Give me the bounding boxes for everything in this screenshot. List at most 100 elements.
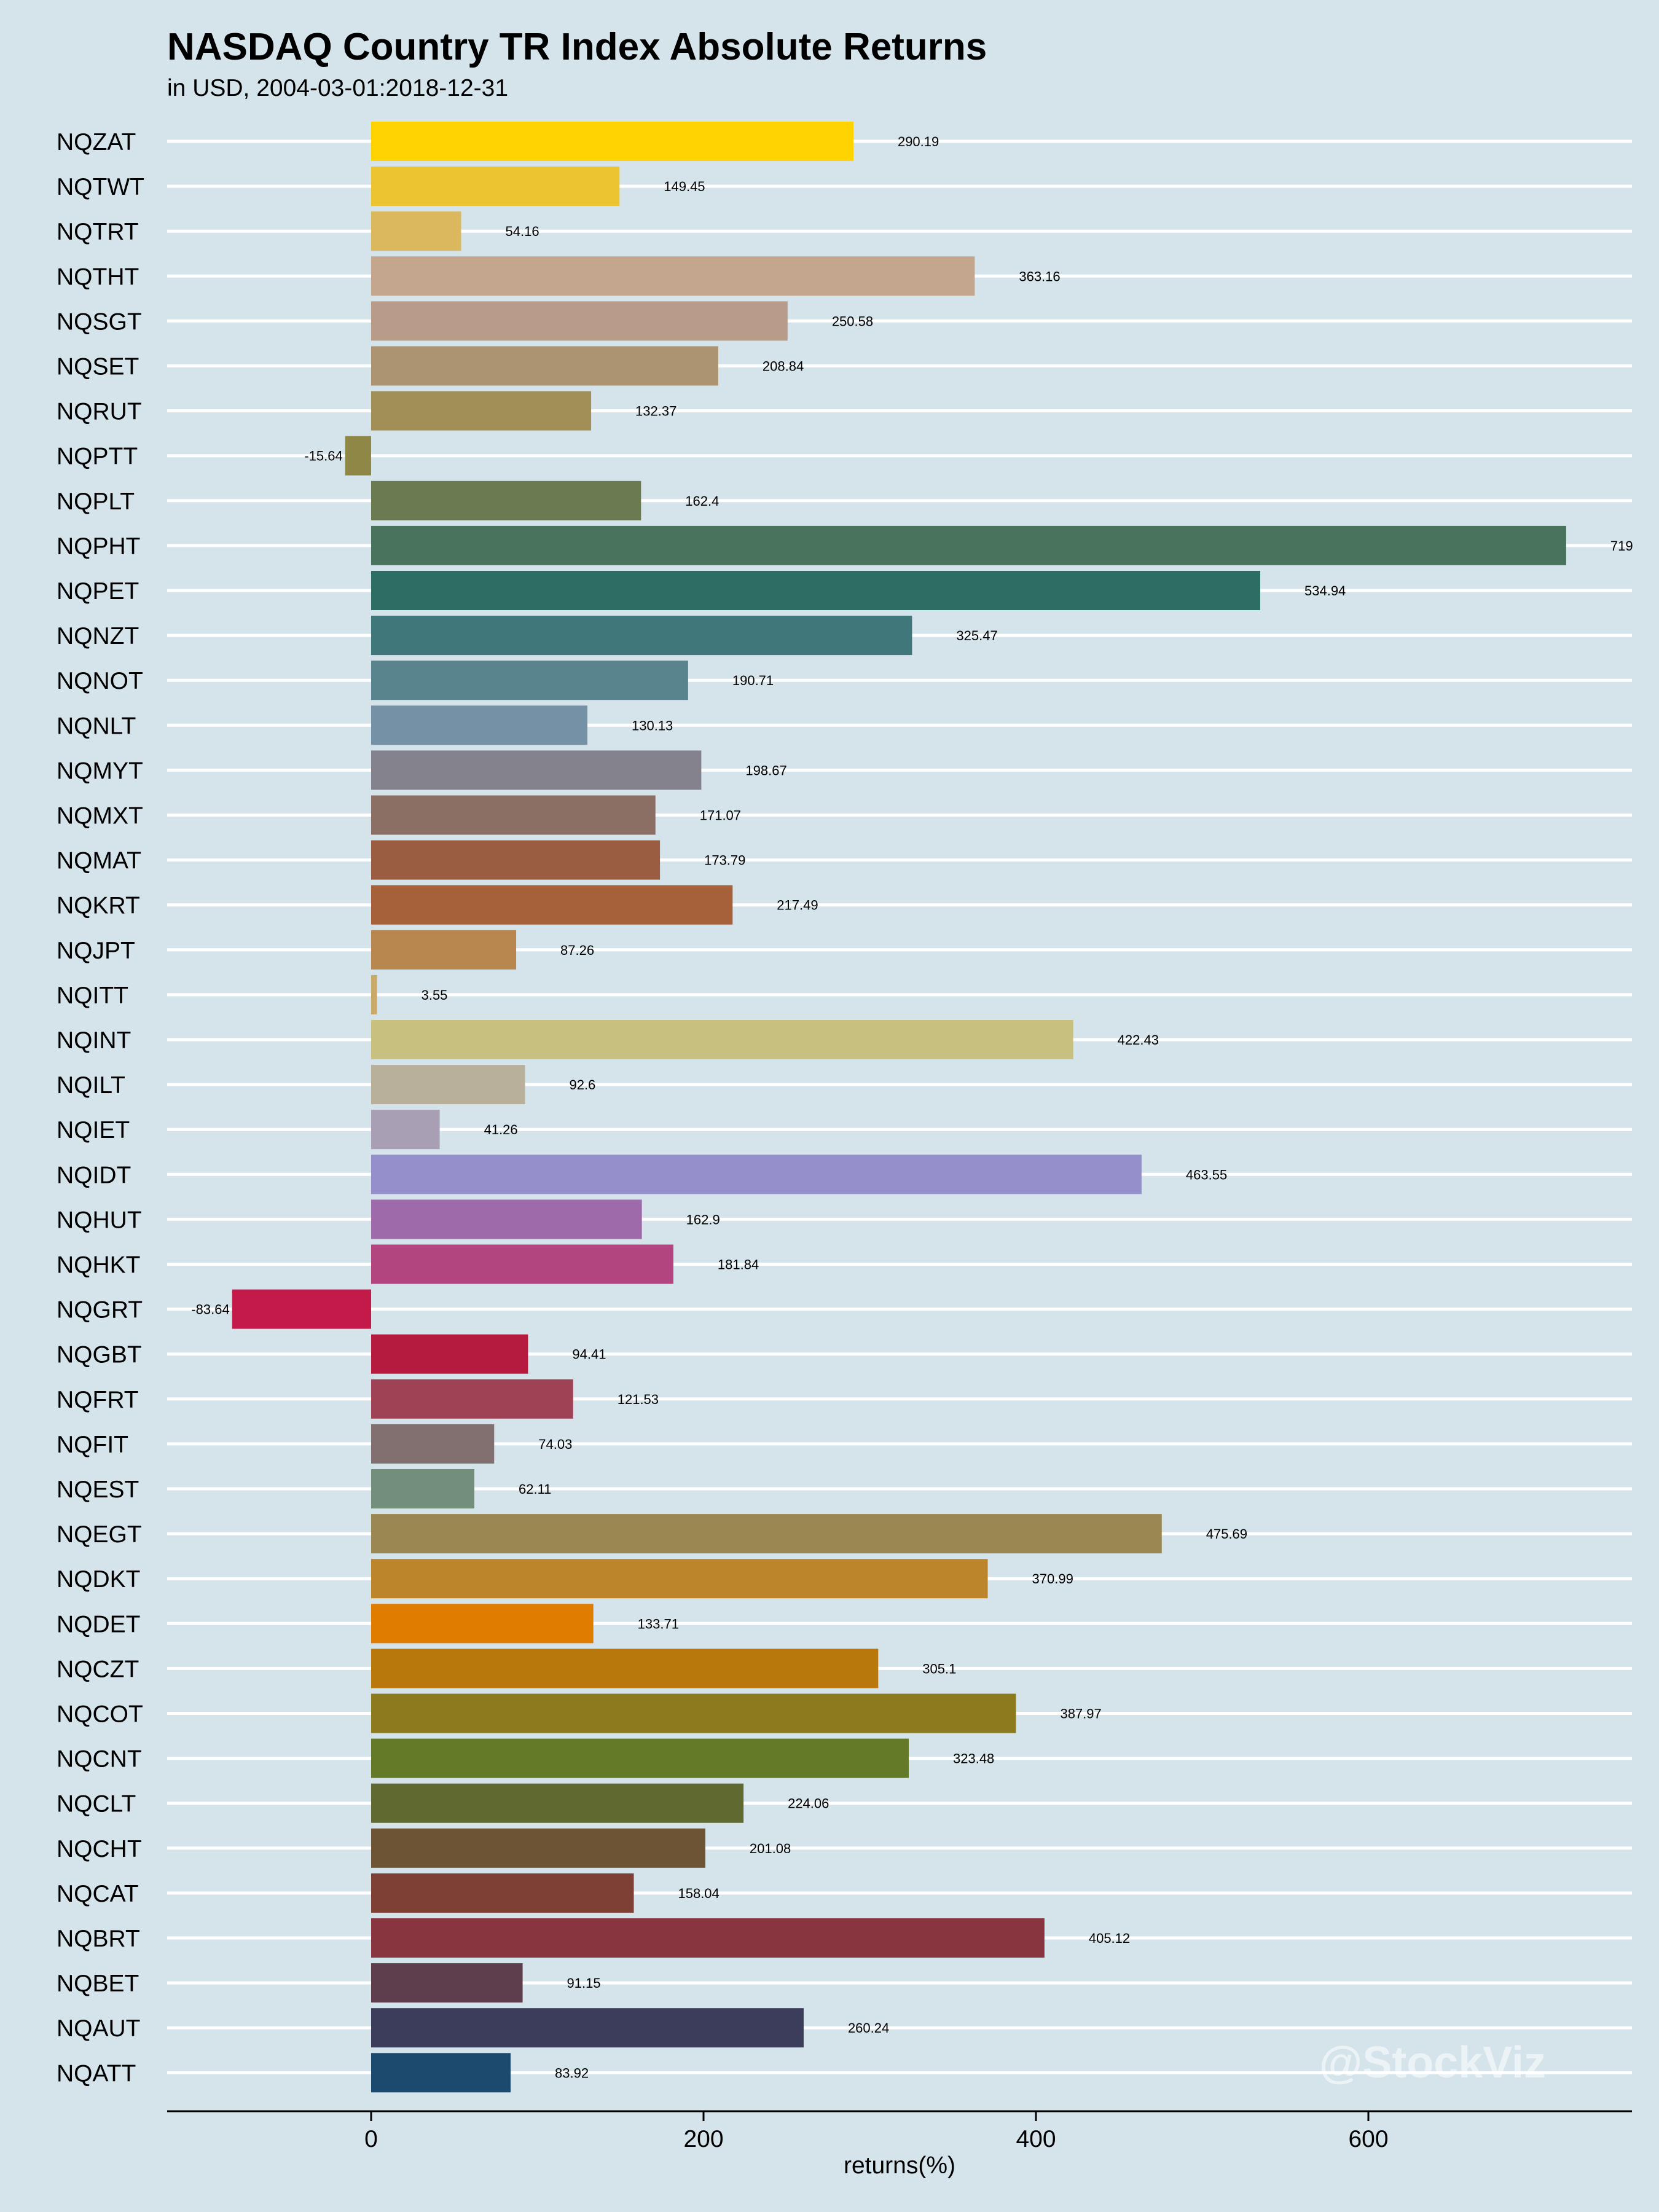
category-label: NQSET <box>57 354 139 380</box>
category-label: NQCLT <box>57 1791 136 1818</box>
bar-nqcot <box>371 1693 1016 1733</box>
category-label: NQPHT <box>57 533 141 560</box>
data-label: 370.99 <box>1032 1571 1073 1586</box>
category-label: NQCAT <box>57 1881 139 1907</box>
bar-nqtrt <box>371 211 461 251</box>
data-label: 224.06 <box>788 1796 829 1811</box>
data-label: 91.15 <box>567 1975 601 1991</box>
category-label: NQNLT <box>57 713 136 739</box>
data-label: 133.71 <box>638 1616 679 1631</box>
category-label: NQPET <box>57 578 139 605</box>
category-label: NQCNT <box>57 1746 142 1773</box>
category-label: NQTRT <box>57 219 139 245</box>
data-label: 260.24 <box>848 2020 889 2036</box>
bar-nqset <box>371 346 718 386</box>
bar-nqhkt <box>371 1244 673 1284</box>
bar-nqfit <box>371 1424 495 1464</box>
x-tick-label: 200 <box>683 2126 723 2152</box>
category-label: NQIDT <box>57 1162 131 1188</box>
data-label: 41.26 <box>484 1122 518 1137</box>
data-label: 387.97 <box>1060 1706 1101 1722</box>
data-label: 208.84 <box>763 359 804 374</box>
data-label: 92.6 <box>569 1077 595 1092</box>
bar-nqhut <box>371 1199 642 1239</box>
data-label: 363.16 <box>1019 269 1060 284</box>
category-label: NQFRT <box>57 1387 139 1413</box>
category-label: NQFIT <box>57 1432 128 1458</box>
data-label: 149.45 <box>664 179 705 194</box>
bar-nqsgt <box>371 301 788 341</box>
category-label: NQDET <box>57 1611 141 1637</box>
category-label: NQBRT <box>57 1926 140 1952</box>
data-label: 201.08 <box>750 1841 791 1856</box>
data-label: 217.49 <box>777 898 818 913</box>
category-label: NQKRT <box>57 893 140 919</box>
data-label: -15.64 <box>304 449 342 464</box>
category-label: NQZAT <box>57 129 136 155</box>
bar-nqegt <box>371 1514 1162 1554</box>
bar-nqgbt <box>371 1334 528 1374</box>
data-label: 54.16 <box>506 224 539 239</box>
gridlines <box>167 139 1632 2074</box>
category-label: NQTWT <box>57 174 144 200</box>
category-label: NQJPT <box>57 938 135 964</box>
bar-nqest <box>371 1469 475 1508</box>
category-label: NQAUT <box>57 2015 141 2042</box>
data-label: 719 <box>1610 538 1633 554</box>
data-label: 62.11 <box>519 1481 551 1497</box>
bar-nqint <box>371 1020 1073 1059</box>
x-tick-label: 600 <box>1348 2126 1388 2152</box>
data-label: 250.58 <box>832 313 873 329</box>
watermark: @StockViz <box>1319 2038 1546 2087</box>
data-label: 87.26 <box>560 943 594 958</box>
data-label: 305.1 <box>922 1661 956 1676</box>
category-label: NQILT <box>57 1072 125 1099</box>
bar-nqnot <box>371 661 688 700</box>
category-label: NQTHT <box>57 264 139 290</box>
bar-nqbrt <box>371 1918 1045 1958</box>
x-axis-title: returns(%) <box>844 2152 955 2179</box>
data-labels: 290.19 149.45 54.16 363.16 250.58 208.84 132.3… <box>191 134 1633 2081</box>
data-label: 463.55 <box>1186 1167 1227 1182</box>
category-label: NQMAT <box>57 848 141 874</box>
bar-nqbet <box>371 1963 523 2003</box>
category-label: NQNZT <box>57 623 139 649</box>
data-label: 162.9 <box>686 1212 720 1227</box>
data-label: 323.48 <box>953 1751 994 1767</box>
category-label: NQIET <box>57 1117 130 1143</box>
category-label: NQMXT <box>57 803 143 830</box>
category-label: NQGBT <box>57 1342 142 1368</box>
category-label: NQSGT <box>57 308 142 335</box>
bar-nqmxt <box>371 795 656 835</box>
bar-nqnlt <box>371 705 588 745</box>
bar-nqzat <box>371 122 853 161</box>
category-label: NQMYT <box>57 758 143 784</box>
bar-nqpet <box>371 571 1261 610</box>
bar-nqnzt <box>371 616 912 656</box>
bar-nqdkt <box>371 1559 988 1599</box>
data-label: 198.67 <box>745 763 786 778</box>
category-label: NQNOT <box>57 668 143 694</box>
data-label: 534.94 <box>1304 583 1346 598</box>
category-label: NQCZT <box>57 1656 139 1682</box>
category-label: NQEST <box>57 1477 139 1503</box>
bar-nqfrt <box>371 1379 573 1419</box>
data-label: 171.07 <box>700 808 741 823</box>
bar-nqcnt <box>371 1738 909 1778</box>
bar-nqdet <box>371 1604 594 1644</box>
data-label: 158.04 <box>678 1886 719 1901</box>
category-label: NQBET <box>57 1971 139 1997</box>
bar-nqczt <box>371 1649 879 1688</box>
bar-nqplt <box>371 480 641 520</box>
data-label: 405.12 <box>1089 1931 1130 1946</box>
bar-nqilt <box>371 1065 525 1105</box>
data-label: 3.55 <box>422 987 448 1003</box>
category-label: NQINT <box>57 1027 131 1054</box>
bar-nqjpt <box>371 930 517 970</box>
data-label: 74.03 <box>538 1437 572 1452</box>
bar-nqptt <box>345 436 371 476</box>
bar-nqcht <box>371 1828 705 1868</box>
chart-subtitle: in USD, 2004-03-01:2018-12-31 <box>167 75 508 101</box>
data-label: 181.84 <box>718 1257 759 1273</box>
data-label: 325.47 <box>956 628 997 643</box>
